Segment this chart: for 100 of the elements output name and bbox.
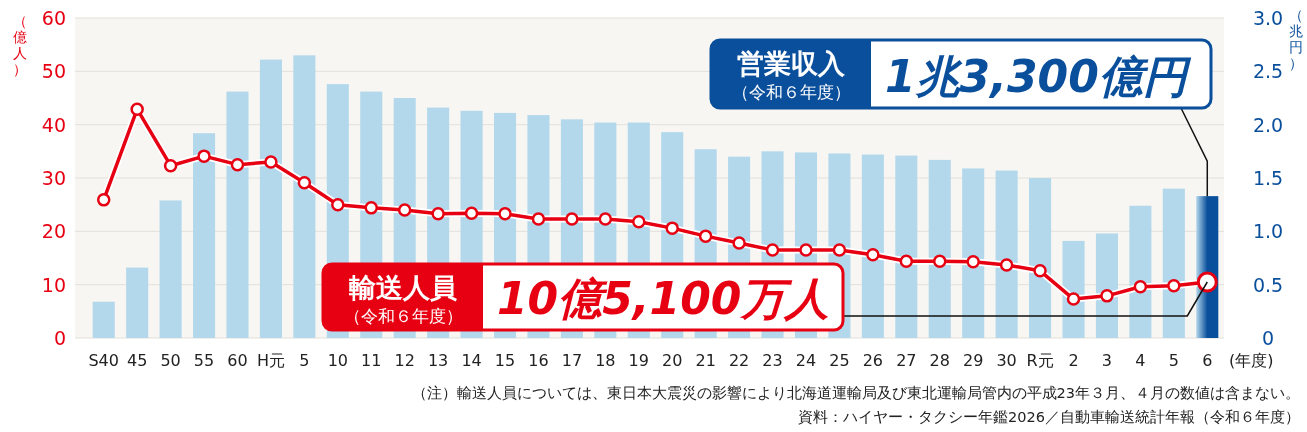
- point: [264, 155, 278, 169]
- point: [632, 214, 646, 229]
- x-tick-label: 23: [762, 351, 783, 370]
- y-axis-title: （億人）: [13, 13, 27, 77]
- bar: [159, 200, 182, 338]
- x-tick-label: 45: [126, 351, 148, 370]
- x-tick-label: 10: [327, 351, 348, 370]
- point: [732, 236, 746, 250]
- bar: [226, 91, 249, 338]
- point: [531, 212, 546, 226]
- x-tick-label: 11: [361, 351, 382, 370]
- x-tick-label: 21: [695, 351, 716, 370]
- y-tick-label: 40: [41, 113, 66, 136]
- x-tick-label: S40: [88, 351, 119, 370]
- point: [397, 203, 412, 217]
- x-tick-label: 2: [1068, 351, 1079, 370]
- bar: [126, 267, 149, 338]
- x-tick-label: 22: [728, 351, 750, 370]
- bar: [861, 154, 884, 338]
- x-tick-label: 50: [160, 351, 181, 370]
- x-tick-label: 28: [929, 351, 950, 370]
- x-axis-title: (年度): [1229, 351, 1274, 370]
- point: [832, 243, 847, 257]
- x-tick-label: 18: [595, 351, 616, 370]
- y2-tick-label: 1.0: [1252, 220, 1284, 243]
- point: [96, 193, 111, 207]
- annotation: 1兆3,300億円: [885, 51, 1192, 102]
- x-tick-label: 17: [561, 351, 583, 370]
- x-tick-label: 24: [795, 351, 817, 370]
- y2-tick-label: 0.5: [1252, 273, 1284, 296]
- point: [698, 229, 713, 243]
- y2-tick-label: 0: [1261, 327, 1275, 349]
- x-tick-label: 16: [528, 351, 549, 370]
- annotation: 10億5,100万人: [497, 273, 830, 324]
- y2-tick-label: 1.5: [1252, 167, 1284, 189]
- point: [230, 157, 245, 172]
- bar: [293, 55, 316, 338]
- y2-tick-label: 2.5: [1252, 60, 1284, 83]
- point: [665, 221, 679, 235]
- x-tick-label: 13: [427, 351, 449, 370]
- point: [197, 149, 211, 163]
- x-tick-label: 30: [996, 351, 1017, 370]
- point: [1167, 278, 1181, 293]
- y2-tick-label: 2.0: [1252, 113, 1284, 136]
- x-tick-label: 29: [963, 351, 984, 370]
- bar: [92, 301, 115, 338]
- x-tick-label: 15: [494, 351, 516, 370]
- bar: [259, 59, 282, 338]
- annotation: 営業収入（令和６年度）: [731, 48, 851, 102]
- bar: [193, 133, 216, 338]
- bar: [895, 155, 918, 338]
- point: [464, 206, 479, 220]
- point: [163, 158, 178, 173]
- bar: [995, 170, 1018, 338]
- point: [899, 254, 914, 268]
- x-tick-label: 4: [1135, 351, 1146, 370]
- y-tick-label: 10: [41, 273, 66, 296]
- point: [364, 201, 378, 215]
- y-tick-label: 20: [41, 220, 66, 243]
- bar: [1162, 188, 1185, 338]
- y-tick-label: 50: [41, 60, 66, 83]
- point: [130, 102, 144, 116]
- point: [866, 248, 880, 262]
- x-tick-label: 26: [862, 351, 884, 370]
- x-tick-label: 3: [1101, 351, 1113, 370]
- bar: [1129, 205, 1152, 338]
- point: [498, 206, 512, 221]
- bar: [962, 168, 985, 338]
- x-tick-label: 19: [628, 351, 649, 370]
- point: [799, 243, 813, 257]
- x-tick-label: 5: [1168, 351, 1179, 370]
- point: [1133, 280, 1148, 294]
- point: [933, 254, 947, 268]
- y2-axis-title: （兆円）: [1289, 7, 1303, 71]
- x-tick-label: 5: [299, 351, 310, 370]
- x-tick-label: 60: [227, 351, 248, 370]
- point: [765, 243, 780, 257]
- x-tick-label: R元: [1026, 351, 1054, 370]
- point: [331, 197, 345, 212]
- point: [1100, 289, 1114, 303]
- y-tick-label: 60: [41, 7, 66, 29]
- point: [966, 254, 980, 269]
- x-tick-label: 6: [1202, 351, 1213, 370]
- annotation: 輸送人員（令和６年度）: [343, 272, 463, 326]
- x-tick-label: 27: [896, 351, 917, 370]
- point: [1033, 264, 1047, 278]
- x-tick-label: 25: [829, 351, 850, 370]
- x-tick-label: 12: [394, 351, 415, 370]
- y-tick-label: 0: [53, 327, 66, 349]
- point: [598, 212, 613, 226]
- point: [1066, 292, 1081, 306]
- x-tick-label: H元: [256, 351, 285, 370]
- text: （注）輸送人員については、東日本大震災の影響により北海道運輸局及び東北運輸局管内の平成23年３月、４月の数値は含まない。: [411, 385, 1300, 401]
- y-tick-label: 30: [41, 167, 66, 189]
- x-tick-label: 14: [461, 351, 482, 370]
- x-tick-label: 55: [193, 351, 215, 370]
- x-tick-label: 20: [662, 351, 683, 370]
- y2-tick-label: 3.0: [1252, 7, 1284, 29]
- point: [431, 206, 445, 221]
- bar: [928, 159, 951, 338]
